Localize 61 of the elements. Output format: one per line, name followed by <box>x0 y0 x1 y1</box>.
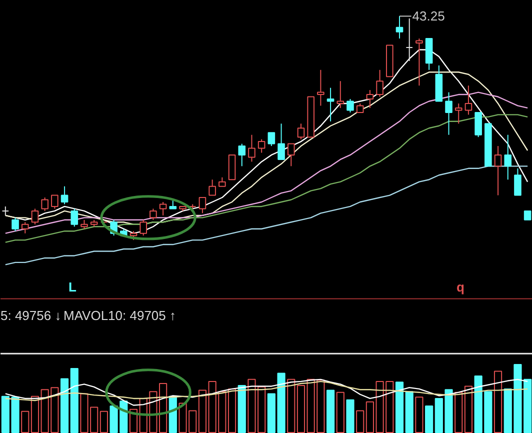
candlestick <box>317 69 324 106</box>
candlestick <box>150 208 157 220</box>
text: MAVOL10: 49705 ↑ <box>64 308 176 323</box>
bar <box>326 390 335 433</box>
bar <box>415 396 424 433</box>
bar <box>395 382 404 433</box>
candlestick <box>396 16 404 40</box>
bar <box>198 390 207 433</box>
candlestick <box>238 143 246 167</box>
candlestick <box>297 123 305 140</box>
candlestick <box>366 90 374 108</box>
candlestick <box>287 143 295 167</box>
candlestick <box>464 85 472 116</box>
bar <box>336 392 344 433</box>
candlestick <box>198 197 206 214</box>
candlestick <box>12 217 19 232</box>
candlestick <box>336 80 344 108</box>
candlestick <box>258 138 266 154</box>
candlestick <box>406 18 414 62</box>
bar <box>405 391 414 433</box>
candlestick <box>140 219 148 236</box>
bar <box>228 388 236 433</box>
bar <box>454 392 463 433</box>
bar <box>287 378 296 433</box>
text: L <box>68 280 76 294</box>
candlestick <box>494 146 502 196</box>
bar <box>425 405 434 433</box>
candlestick <box>41 197 48 212</box>
candlestick <box>445 92 452 136</box>
candlestick <box>159 201 167 216</box>
candlestick <box>70 208 78 228</box>
candlestick <box>454 102 462 124</box>
candlestick <box>248 134 256 162</box>
bar <box>21 410 30 433</box>
candlestick <box>504 134 512 180</box>
candlestick <box>51 194 58 210</box>
bar <box>346 399 354 433</box>
candlestick <box>278 123 285 160</box>
bar <box>296 385 306 433</box>
bar <box>60 378 69 433</box>
candlestick <box>416 38 423 86</box>
text: q <box>456 280 464 294</box>
candlestick <box>474 112 482 138</box>
candlestick <box>60 186 68 205</box>
candlestick <box>268 132 276 147</box>
text: 5: 49756 ↓ <box>0 308 62 323</box>
bar <box>30 396 40 433</box>
annotation: 43.25 <box>412 8 445 24</box>
bar <box>100 410 108 433</box>
bar <box>464 386 473 433</box>
bar <box>70 368 78 433</box>
bar <box>494 370 502 433</box>
candlestick <box>326 87 334 122</box>
bar <box>356 410 364 433</box>
candlestick <box>31 208 39 225</box>
bar <box>238 385 246 433</box>
candlestick <box>208 179 216 196</box>
candlestick <box>514 168 522 196</box>
candlestick <box>21 222 29 234</box>
candlestick <box>346 98 354 113</box>
candlestick <box>376 69 384 98</box>
